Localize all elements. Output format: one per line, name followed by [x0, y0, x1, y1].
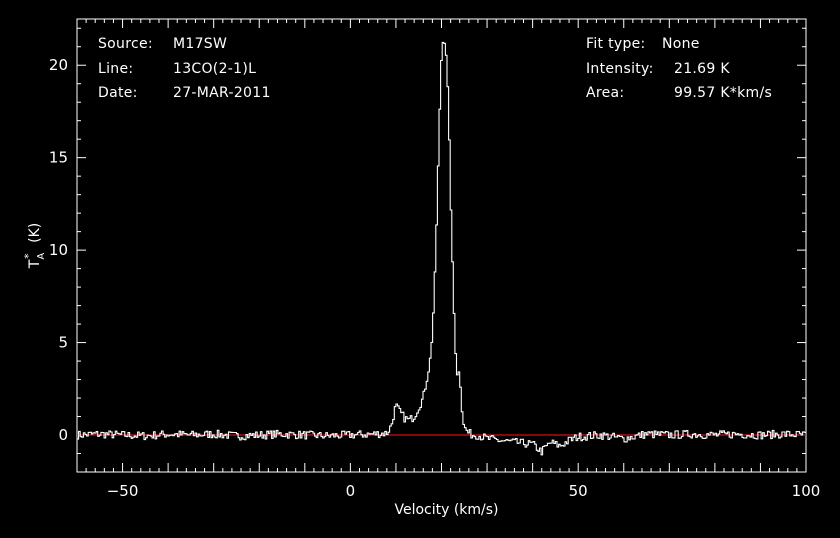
line-value: 13CO(2-1)L	[173, 61, 257, 77]
source-key: Source:	[98, 36, 153, 52]
area-key: Area:	[586, 85, 625, 101]
area-value: 99.57 K*km/s	[674, 85, 773, 101]
x-axis-title: Velocity (km/s)	[394, 502, 498, 518]
y-tick-label: 15	[49, 149, 68, 167]
source-value: M17SW	[173, 36, 228, 52]
y-tick-label: 0	[58, 426, 68, 444]
y-tick-label: 20	[49, 56, 68, 74]
x-tick-label: 50	[569, 482, 588, 500]
x-tick-label: −50	[107, 482, 139, 500]
date-key: Date:	[98, 85, 138, 101]
y-axis-title-text: TA* (K)	[22, 223, 47, 269]
fit-type-value: None	[662, 36, 700, 52]
date-value: 27-MAR-2011	[173, 85, 271, 101]
fit-type-key: Fit type:	[586, 36, 646, 52]
intensity-value: 21.69 K	[674, 61, 730, 77]
intensity-key: Intensity:	[586, 61, 654, 77]
y-tick-label: 10	[49, 241, 68, 259]
y-tick-label: 5	[58, 334, 68, 352]
line-key: Line:	[98, 61, 134, 77]
y-axis-title: TA* (K)	[22, 223, 47, 269]
spectrum-line	[77, 41, 806, 456]
x-tick-label: 100	[792, 482, 821, 500]
x-tick-label: 0	[346, 482, 356, 500]
